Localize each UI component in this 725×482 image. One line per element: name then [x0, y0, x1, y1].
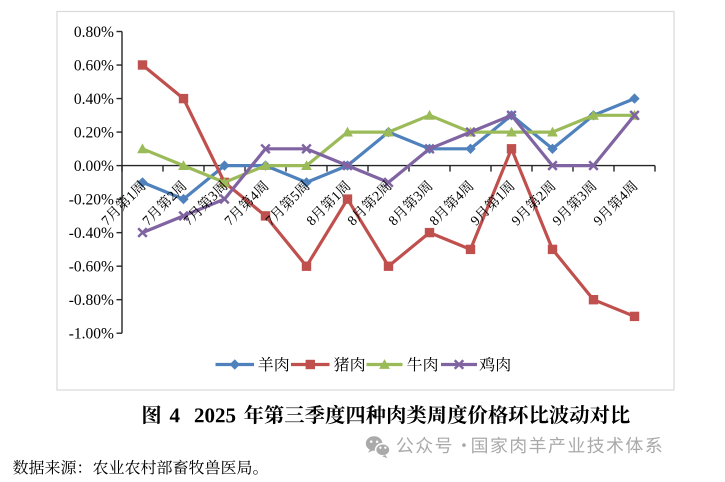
- svg-text:0.20%: 0.20%: [74, 125, 114, 142]
- svg-text:-0.60%: -0.60%: [69, 259, 114, 276]
- svg-text:0.60%: 0.60%: [74, 57, 114, 74]
- svg-text:0.00%: 0.00%: [74, 158, 114, 175]
- svg-text:-0.20%: -0.20%: [69, 192, 114, 209]
- svg-text:-0.40%: -0.40%: [69, 225, 114, 242]
- svg-text:0.40%: 0.40%: [74, 91, 114, 108]
- svg-text:-0.80%: -0.80%: [69, 292, 114, 309]
- svg-text:-1.00%: -1.00%: [69, 326, 114, 343]
- svg-text:0.80%: 0.80%: [74, 24, 114, 41]
